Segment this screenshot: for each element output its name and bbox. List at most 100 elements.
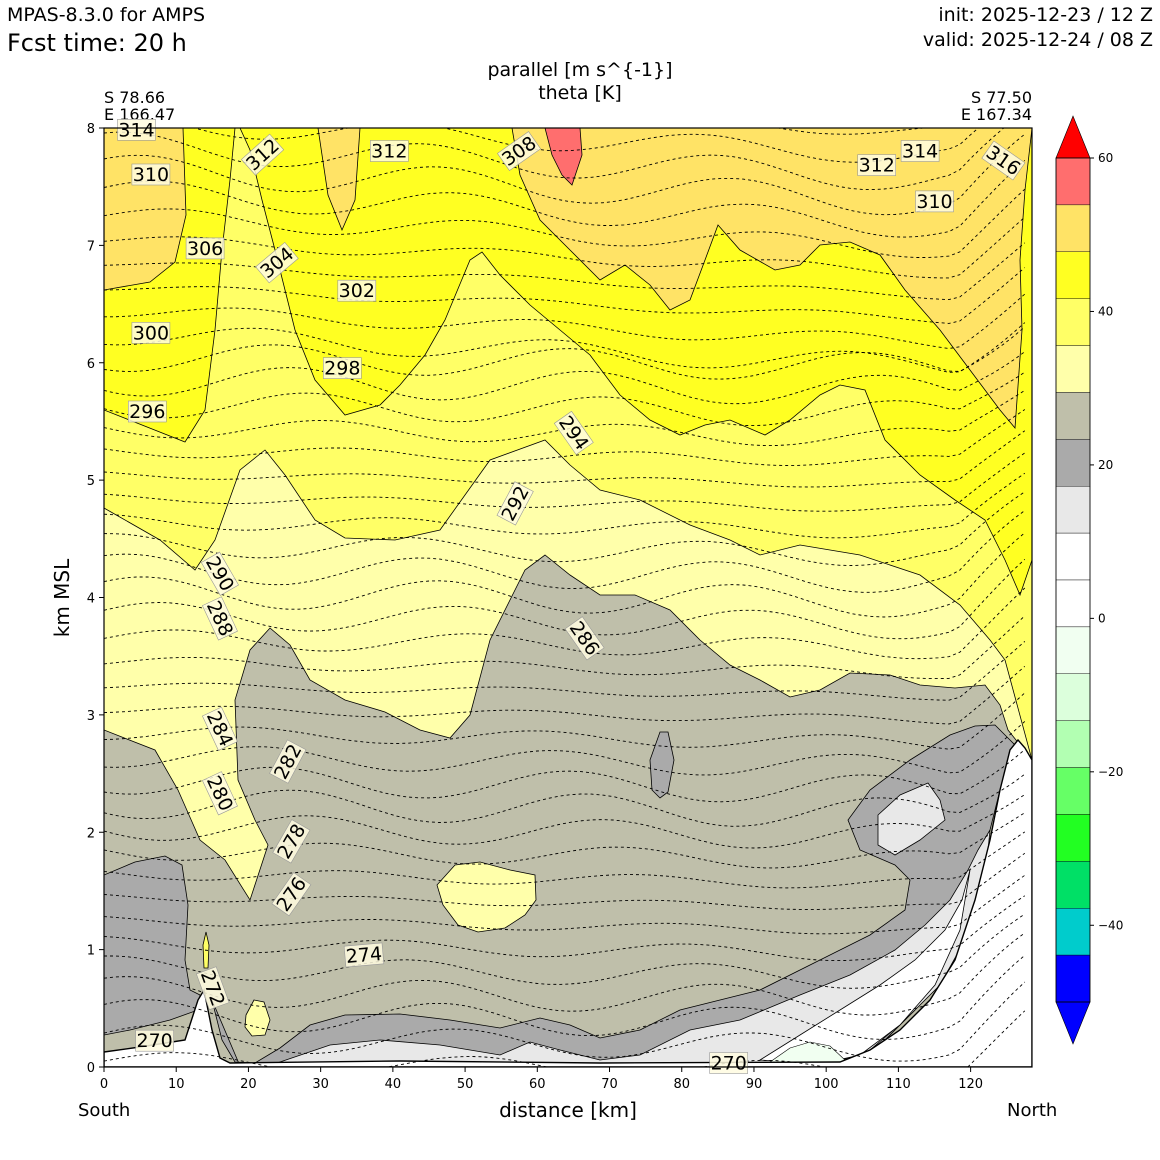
- theta-label-box: [900, 140, 940, 162]
- right-endpoint-lon: E 167.34: [960, 105, 1032, 124]
- theta-line: [104, 532, 1026, 618]
- theta-label-box: [553, 410, 594, 455]
- theta-label-box: [135, 1029, 174, 1052]
- colorbar-band: [1055, 861, 1091, 909]
- colorbar-tick-label: 40: [1098, 304, 1113, 318]
- theta-line: [104, 510, 1026, 593]
- theta-label-box: [369, 140, 409, 162]
- theta-label-box: [337, 279, 377, 302]
- theta-label: 314: [900, 140, 940, 163]
- theta-label-box: [269, 739, 307, 784]
- theta-line: [104, 641, 1026, 701]
- theta-line: [104, 242, 1026, 301]
- theta-line: [104, 615, 1026, 680]
- theta-line: [104, 874, 1026, 935]
- x-tick-label: 40: [385, 1077, 402, 1092]
- theta-label: 298: [322, 357, 362, 380]
- colorbar-extend-max: [1055, 115, 1091, 159]
- x-tick-label: 10: [168, 1077, 185, 1092]
- theta-label: 274: [343, 942, 385, 968]
- theta-label-box: [915, 190, 954, 213]
- theta-label-text: 306: [187, 238, 223, 260]
- theta-label-box: [322, 357, 362, 379]
- colorbar-band: [1055, 673, 1091, 721]
- y-tick-label: 8: [87, 122, 95, 137]
- x-tick-label: 80: [673, 1077, 690, 1092]
- theta-line: [104, 587, 1026, 660]
- theta-label-box: [202, 706, 238, 751]
- theta-label-text: 312: [859, 155, 895, 177]
- theta-label-text: 296: [129, 401, 165, 423]
- theta-line: [104, 932, 1026, 1016]
- fill-band-25-30: [104, 554, 1032, 1067]
- theta-label-box: [131, 322, 171, 344]
- colorbar-extend-min: [1055, 1001, 1091, 1045]
- x-tick-label: 30: [312, 1077, 329, 1092]
- colorbar-band: [1055, 251, 1091, 299]
- left-endpoint-lat: S 78.66: [104, 88, 166, 107]
- chart-title-lines: theta [K]: [538, 82, 622, 104]
- theta-label-box: [497, 131, 542, 172]
- y-tick-label: 2: [87, 826, 95, 841]
- colorbar-tick-label: 60: [1098, 151, 1113, 165]
- theta-line: [775, 128, 928, 135]
- theta-label: 316: [981, 140, 1026, 181]
- theta-line: [104, 895, 1026, 962]
- fill-oval-20-25: [649, 731, 675, 799]
- y-tick-label: 1: [87, 944, 95, 959]
- theta-line: [104, 472, 1026, 539]
- theta-line: [104, 749, 1026, 803]
- theta-label: 300: [131, 322, 171, 344]
- theta-label-box: [981, 140, 1026, 181]
- forecast-time: Fcst time: 20 h: [7, 29, 187, 57]
- x-tick-label: 100: [814, 1077, 839, 1092]
- theta-label-box: [196, 966, 230, 1011]
- theta-line: [104, 558, 1026, 640]
- x-tick-label: 70: [601, 1077, 618, 1092]
- theta-label-text: 270: [711, 1053, 747, 1075]
- valid-time: valid: 2025-12-24 / 08 Z: [922, 29, 1153, 51]
- theta-label-text: 300: [133, 322, 169, 344]
- y-tick-label: 4: [87, 592, 95, 607]
- fill-band-50-55: [544, 128, 583, 186]
- theta-label-text: 270: [136, 1030, 172, 1052]
- colorbar-band: [1055, 579, 1091, 628]
- theta-line: [104, 188, 1026, 258]
- theta-label-text: 312: [371, 141, 407, 163]
- theta-line: [104, 409, 1026, 466]
- theta-label-box: [128, 400, 167, 423]
- theta-line: [104, 133, 1026, 216]
- theta-label-box: [255, 241, 299, 284]
- theta-label-box: [343, 942, 385, 968]
- theta-label-text: 298: [324, 358, 360, 380]
- y-tick-label: 0: [87, 1061, 95, 1076]
- y-axis-ticks: 0 1 2 3 4 5 6 7 8: [87, 122, 104, 1076]
- colorbar-band: [1055, 298, 1091, 346]
- theta-label-box: [272, 819, 311, 864]
- colorbar-tick-label: 0: [1098, 611, 1106, 625]
- colorbar-band: [1055, 345, 1091, 393]
- theta-label: 306: [185, 237, 225, 260]
- x-tick-label: 0: [100, 1077, 108, 1092]
- theta-label: 270: [135, 1029, 174, 1052]
- y-tick-label: 5: [87, 474, 95, 489]
- fill-white-bottom: [758, 869, 971, 1065]
- theta-label: 270: [709, 1052, 749, 1075]
- x-tick-label: 110: [886, 1077, 911, 1092]
- theta-label-box: [117, 119, 156, 141]
- theta-label-box: [271, 872, 312, 917]
- colorbar-band: [1055, 720, 1091, 768]
- theta-line: [104, 794, 1026, 849]
- theta-label-box: [709, 1052, 749, 1074]
- x-tick-label: 20: [240, 1077, 257, 1092]
- x-tick-label: 60: [529, 1077, 546, 1092]
- colorbar-band: [1055, 392, 1091, 440]
- x-tick-label: 50: [457, 1077, 474, 1092]
- colorbar-band: [1055, 626, 1091, 674]
- theta-line: [104, 954, 1026, 1040]
- theta-label: 312: [369, 140, 409, 163]
- theta-line: [104, 430, 1026, 488]
- fill-light-grey-right: [877, 782, 946, 856]
- theta-label-box: [240, 133, 285, 176]
